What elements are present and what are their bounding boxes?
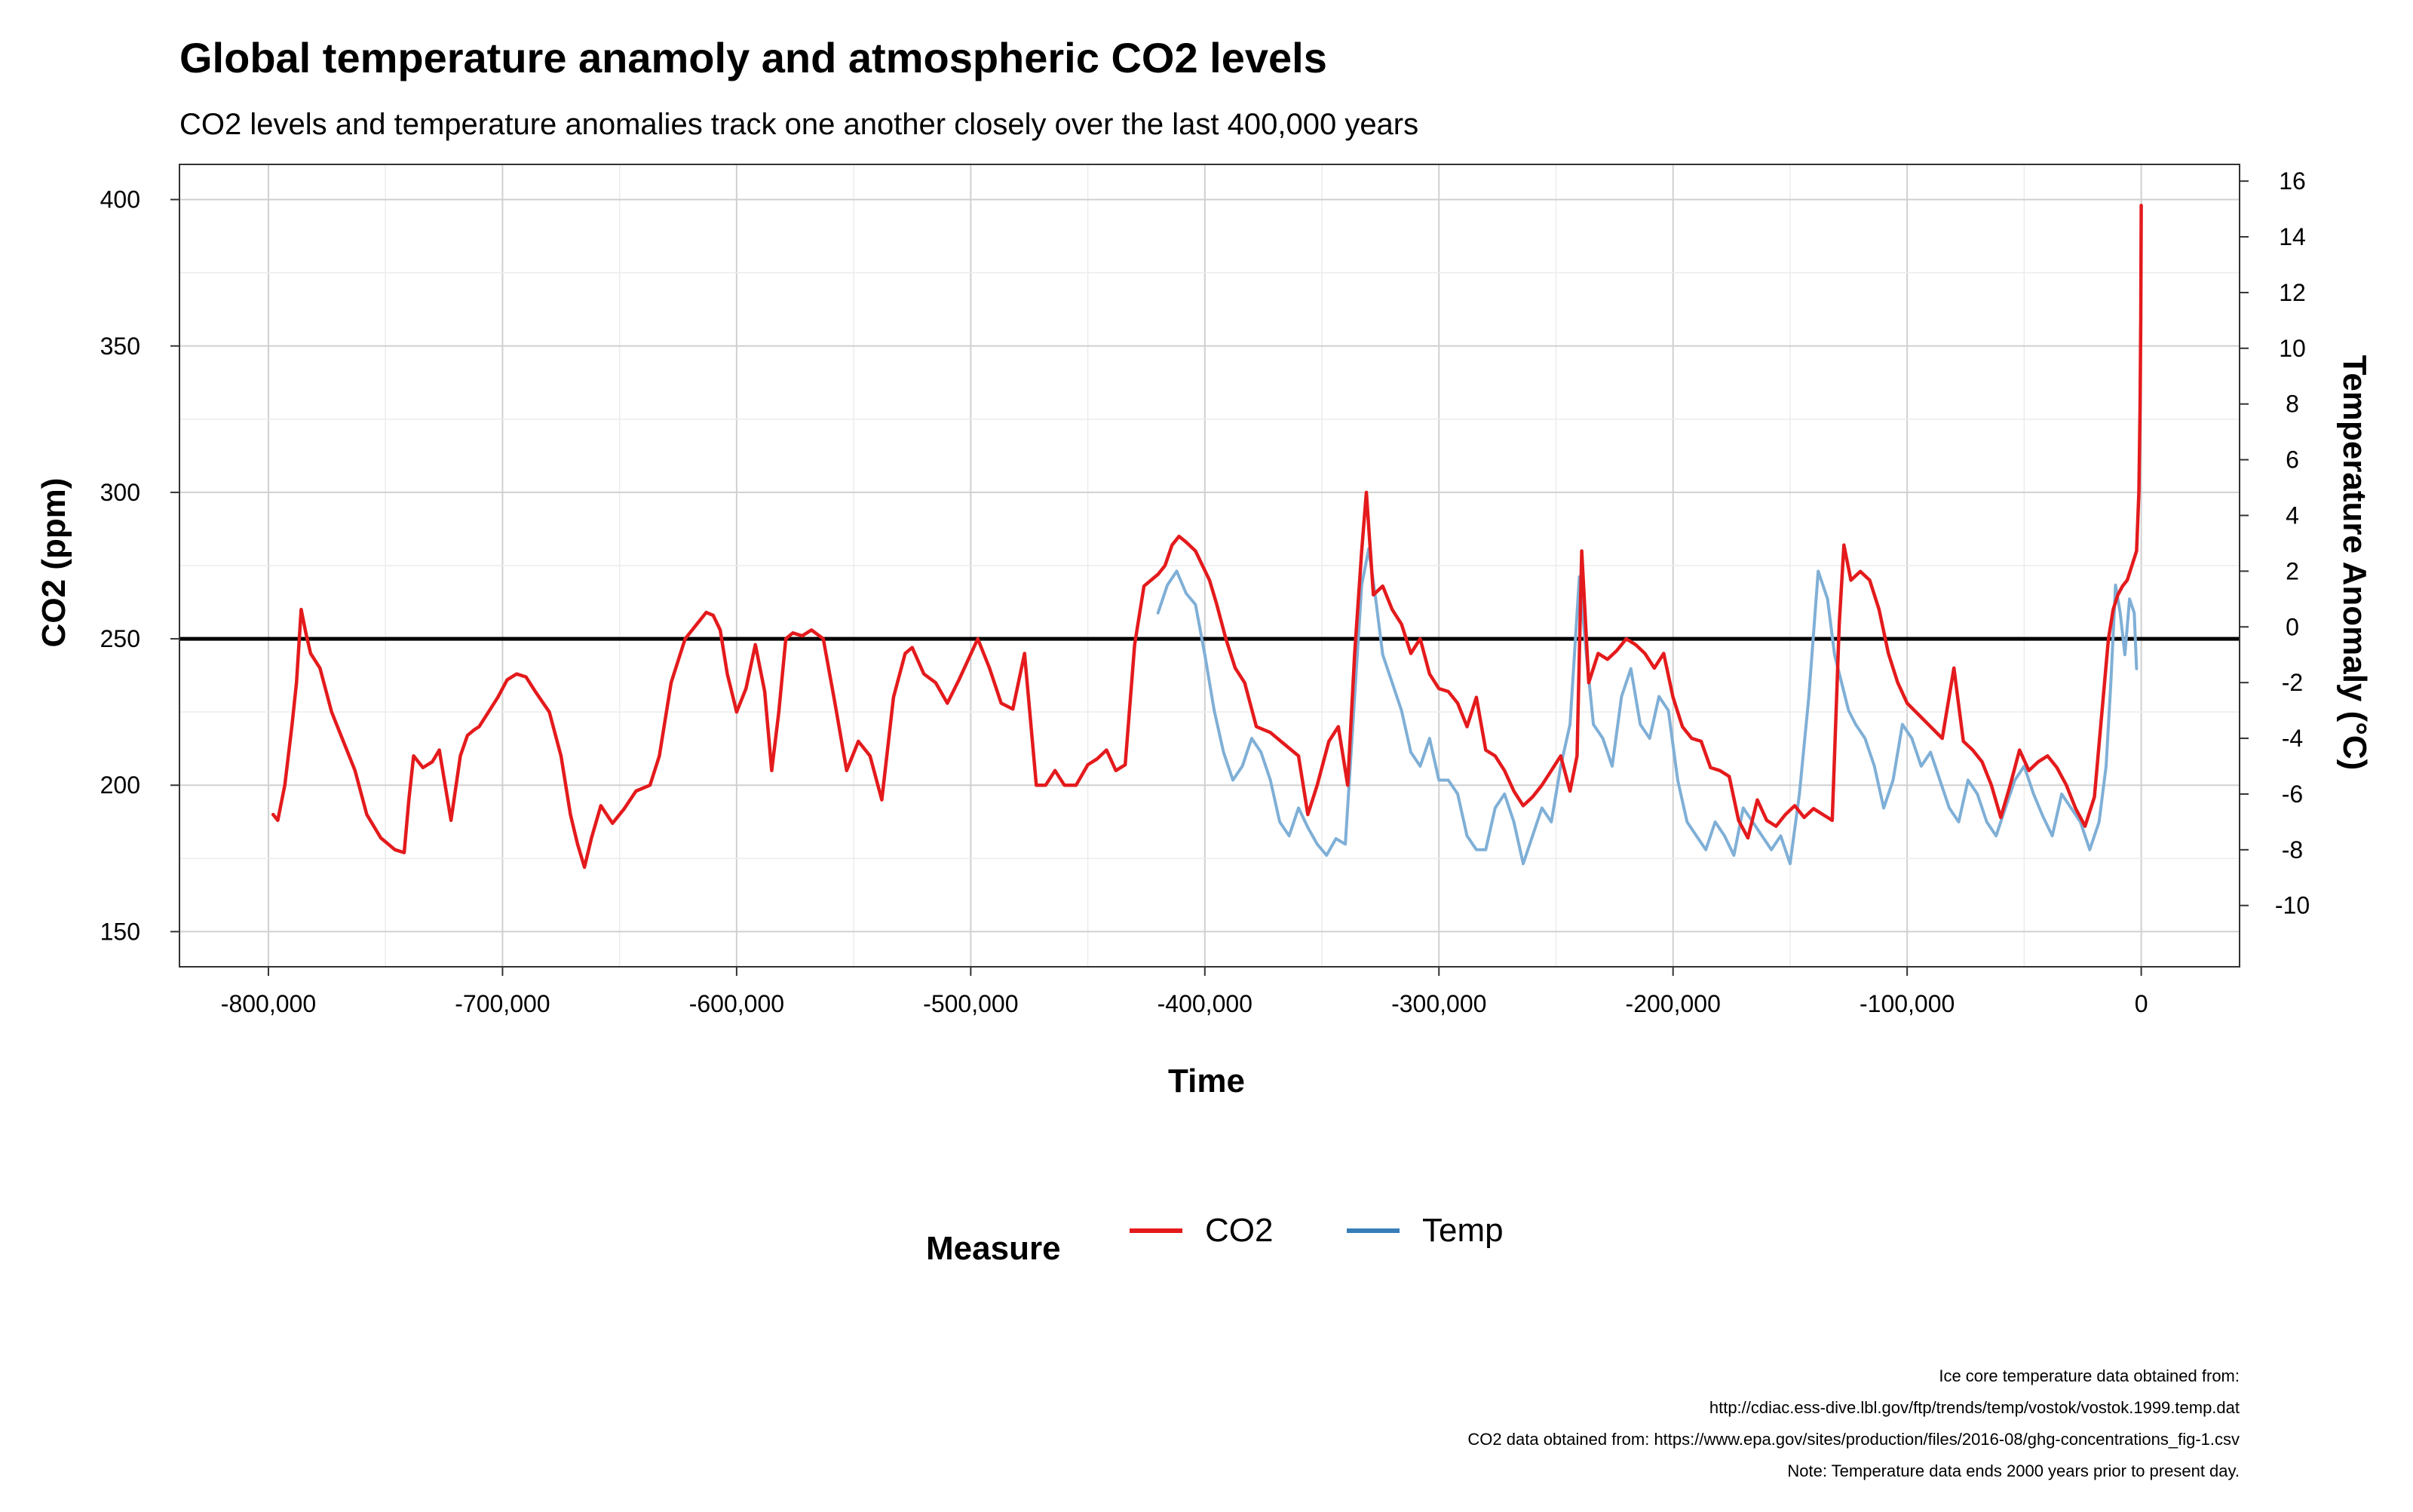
y2-tick-label: -2 [2282, 669, 2303, 696]
x-axis-ticks: -800,000 -700,000 -600,000 -500,000 -400,000… [221, 967, 2148, 1017]
caption-line-2: http://cdiac.ess-dive.lbl.gov/ftp/trends… [1709, 1398, 2240, 1417]
x-tick-label: -400,000 [1157, 990, 1252, 1017]
y-tick-label: 300 [100, 479, 140, 506]
y2-tick-label: 12 [2279, 279, 2306, 306]
y-axis-title: CO2 (ppm) [35, 478, 72, 648]
y2-tick-label: 6 [2286, 446, 2299, 474]
y-tick-label: 250 [100, 625, 140, 652]
legend-label-temp: Temp [1422, 1212, 1504, 1249]
y2-tick-label: 0 [2286, 613, 2299, 640]
legend: Measure CO2 Temp [926, 1212, 1504, 1267]
y2-tick-label: 2 [2286, 557, 2299, 584]
y-tick-label: 350 [100, 333, 140, 360]
legend-label-co2: CO2 [1205, 1212, 1273, 1249]
y2-tick-label: 4 [2286, 502, 2299, 529]
y2-tick-label: -6 [2282, 781, 2303, 808]
y-tick-label: 400 [100, 186, 140, 213]
caption-line-1: Ice core temperature data obtained from: [1939, 1366, 2240, 1385]
x-tick-label: -600,000 [689, 990, 784, 1017]
y-axis-ticks: 150 200 250 300 350 400 [100, 186, 179, 945]
x-axis-title: Time [1168, 1063, 1245, 1099]
legend-title: Measure [926, 1230, 1061, 1267]
x-tick-label: -500,000 [923, 990, 1018, 1017]
caption-line-4: Note: Temperature data ends 2000 years p… [1787, 1461, 2240, 1480]
series-line-co2 [271, 204, 2143, 869]
y2-axis-ticks: -10 -8 -6 -4 -2 0 2 4 6 8 10 12 14 16 [2240, 167, 2310, 919]
series-lines [271, 204, 2143, 869]
caption: Ice core temperature data obtained from:… [1467, 1366, 2240, 1480]
y2-tick-label: 16 [2279, 167, 2306, 195]
x-tick-label: -200,000 [1626, 990, 1721, 1017]
x-tick-label: -800,000 [221, 990, 316, 1017]
x-tick-label: -300,000 [1391, 990, 1486, 1017]
series-line-temp [1156, 547, 2139, 866]
y2-tick-label: -8 [2282, 836, 2303, 863]
caption-line-3: CO2 data obtained from: https://www.epa.… [1467, 1430, 2240, 1449]
y2-tick-label: 10 [2279, 335, 2306, 362]
y-tick-label: 200 [100, 771, 140, 799]
x-tick-label: -100,000 [1860, 990, 1955, 1017]
y2-tick-label: 14 [2279, 223, 2306, 250]
chart-title: Global temperature anamoly and atmospher… [179, 34, 1327, 81]
y-tick-label: 150 [100, 918, 140, 945]
y2-tick-label: -4 [2282, 725, 2303, 752]
plot-frame [179, 164, 2240, 968]
x-tick-label: -700,000 [455, 990, 550, 1017]
x-tick-label: 0 [2135, 990, 2148, 1017]
y2-tick-label: 8 [2286, 391, 2299, 418]
y2-tick-label: -10 [2275, 892, 2310, 919]
y2-axis-title: Temperature Anomaly (°C) [2336, 355, 2373, 771]
chart-subtitle: CO2 levels and temperature anomalies tra… [179, 108, 1418, 141]
